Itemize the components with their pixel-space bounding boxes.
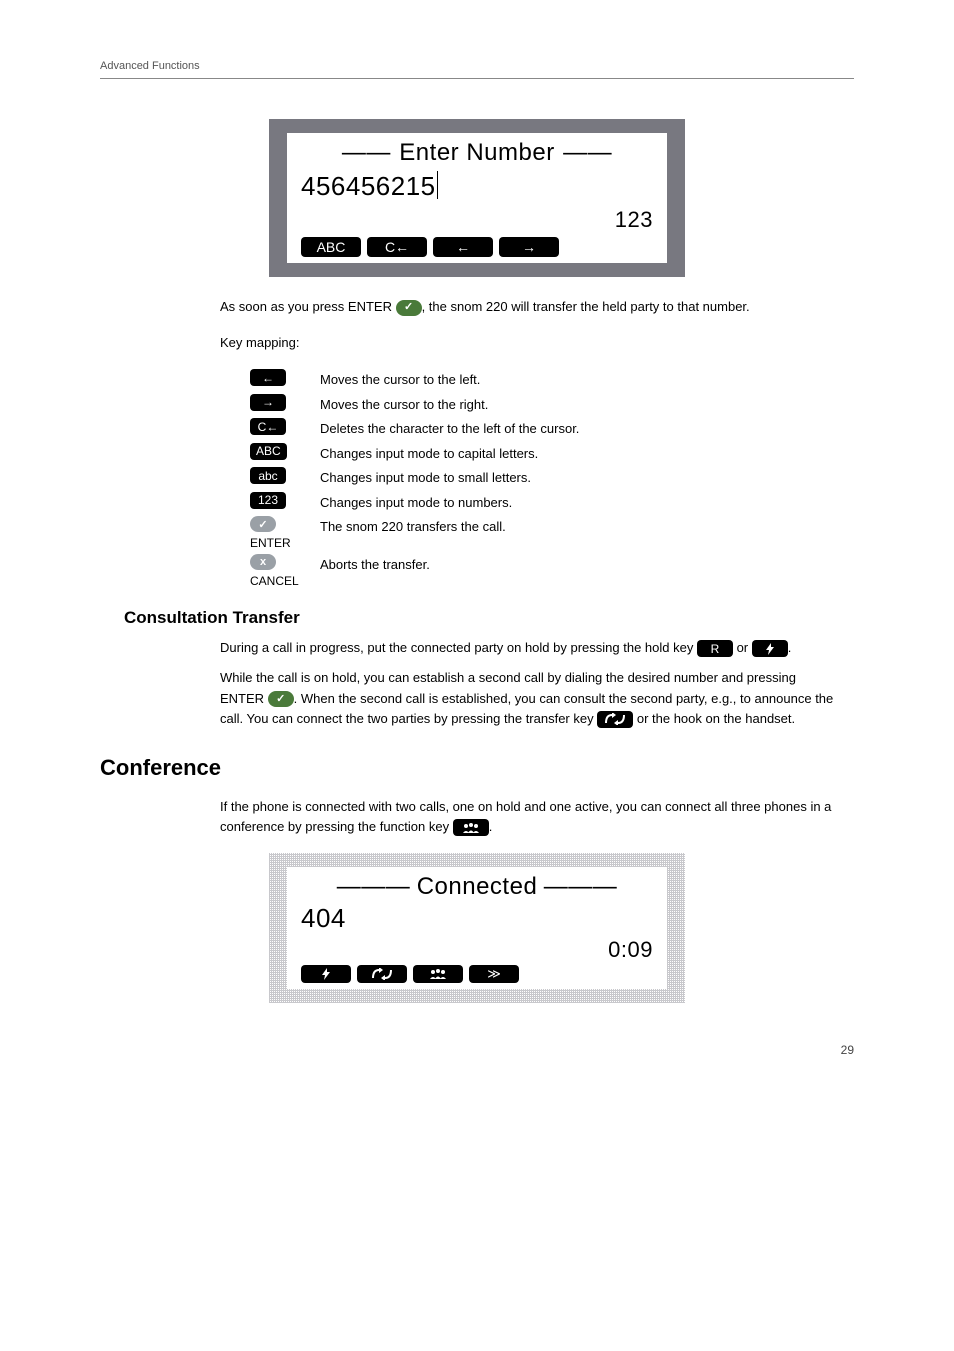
numbers-icon: 123	[250, 492, 286, 509]
softkey-transfer-icon	[357, 965, 407, 983]
text: .	[788, 640, 792, 655]
para-establish: While the call is on hold, you can estab…	[220, 668, 834, 728]
text: , the snom 220 will transfer the held pa…	[422, 299, 750, 314]
lcd-connected: ——— Connected ——— 404 0:09	[100, 853, 854, 1003]
lcd-right-number: 123	[615, 207, 653, 233]
cancel-oval-icon: x	[250, 554, 276, 570]
text: or	[737, 640, 752, 655]
page-header: Advanced Functions	[100, 60, 854, 72]
para-keymapping: Key mapping:	[220, 333, 834, 353]
lcd-title-left-rule: ——	[342, 139, 391, 166]
para-press-enter: As soon as you press ENTER ✓, the snom 2…	[220, 297, 834, 317]
keymap-text: Moves the cursor to the right.	[320, 394, 834, 415]
heading-consultation-transfer: Consultation Transfer	[124, 608, 854, 628]
lcd-title-right-rule: ———	[544, 873, 618, 900]
enter-label: ENTER	[250, 536, 291, 550]
keymap-row-cancel: x CANCEL Aborts the transfer.	[250, 554, 834, 588]
lcd-title-left-rule: ———	[337, 873, 411, 900]
para-hold: During a call in progress, put the conne…	[220, 638, 834, 658]
softkey-lightning-icon	[301, 965, 351, 983]
keymap-row-abc: abc Changes input mode to small letters.	[250, 467, 834, 488]
keymap-text: Deletes the character to the left of the…	[320, 418, 834, 439]
lcd-softkey-row: ≫	[297, 965, 657, 985]
keymap-text: Changes input mode to capital letters.	[320, 443, 834, 464]
text: During a call in progress, put the conne…	[220, 640, 697, 655]
keymap-text: Changes input mode to numbers.	[320, 492, 834, 513]
lcd-time: 0:09	[608, 937, 653, 963]
text: or the hook on the handset.	[637, 711, 795, 726]
softkey-right: →	[499, 237, 559, 257]
conference-key-icon	[453, 819, 489, 836]
softkey-conference-icon	[413, 965, 463, 983]
text: As soon as you press ENTER	[220, 299, 396, 314]
keymap-table: ← Moves the cursor to the left. → Moves …	[250, 369, 834, 588]
transfer-key-icon	[597, 711, 633, 728]
para-conference: If the phone is connected with two calls…	[220, 797, 834, 837]
keymap-text: Changes input mode to small letters.	[320, 467, 834, 488]
softkey-left: ←	[433, 237, 493, 257]
lcd-enter-number: —— Enter Number —— 456456215 123 ABC C← …	[100, 119, 854, 277]
cancel-label: CANCEL	[250, 574, 299, 588]
lcd-screen: —— Enter Number —— 456456215 123 ABC C← …	[287, 133, 667, 263]
heading-conference: Conference	[100, 755, 854, 781]
softkey-abc: ABC	[301, 237, 361, 257]
keymap-row-check: ✓ ENTER The snom 220 transfers the call.	[250, 516, 834, 550]
keymap-row-right: → Moves the cursor to the right.	[250, 394, 834, 415]
header-rule	[100, 78, 854, 79]
lcd-softkey-row: ABC C← ← →	[297, 237, 657, 259]
lcd-title: Enter Number	[399, 139, 554, 166]
lcd-cursor	[437, 171, 439, 199]
left-arrow-icon: ←	[250, 369, 286, 386]
lcd-screen: ——— Connected ——— 404 0:09	[287, 867, 667, 989]
hold-r-icon: R	[697, 640, 733, 657]
keymap-row-cdel: C← Deletes the character to the left of …	[250, 418, 834, 439]
lcd-title-right-rule: ——	[563, 139, 612, 166]
text: If the phone is connected with two calls…	[220, 799, 831, 834]
keymap-row-ABC: ABC Changes input mode to capital letter…	[250, 443, 834, 464]
softkey-clear: C←	[367, 237, 427, 257]
enter-check-icon: ✓	[396, 300, 422, 316]
page-number: 29	[100, 1043, 854, 1057]
enter-check-icon: ✓	[268, 691, 294, 707]
keymap-row-left: ← Moves the cursor to the left.	[250, 369, 834, 390]
keymap-text: Moves the cursor to the left.	[320, 369, 834, 390]
uppercase-icon: ABC	[250, 443, 287, 460]
softkey-more: ≫	[469, 965, 519, 983]
clear-left-icon: C←	[250, 418, 286, 435]
text: .	[489, 819, 493, 834]
lowercase-icon: abc	[250, 467, 286, 484]
lcd-title: Connected	[417, 873, 538, 900]
lcd-frame: —— Enter Number —— 456456215 123 ABC C← …	[269, 119, 685, 277]
keymap-row-123: 123 Changes input mode to numbers.	[250, 492, 834, 513]
hold-lightning-icon	[752, 640, 788, 657]
right-arrow-icon: →	[250, 394, 286, 411]
lcd-frame: ——— Connected ——— 404 0:09	[269, 853, 685, 1003]
check-oval-icon: ✓	[250, 516, 276, 532]
keymap-text: Aborts the transfer.	[320, 554, 834, 575]
lcd-number: 404	[301, 903, 346, 934]
lcd-entered-number: 456456215	[301, 171, 436, 202]
keymap-text: The snom 220 transfers the call.	[320, 516, 834, 537]
